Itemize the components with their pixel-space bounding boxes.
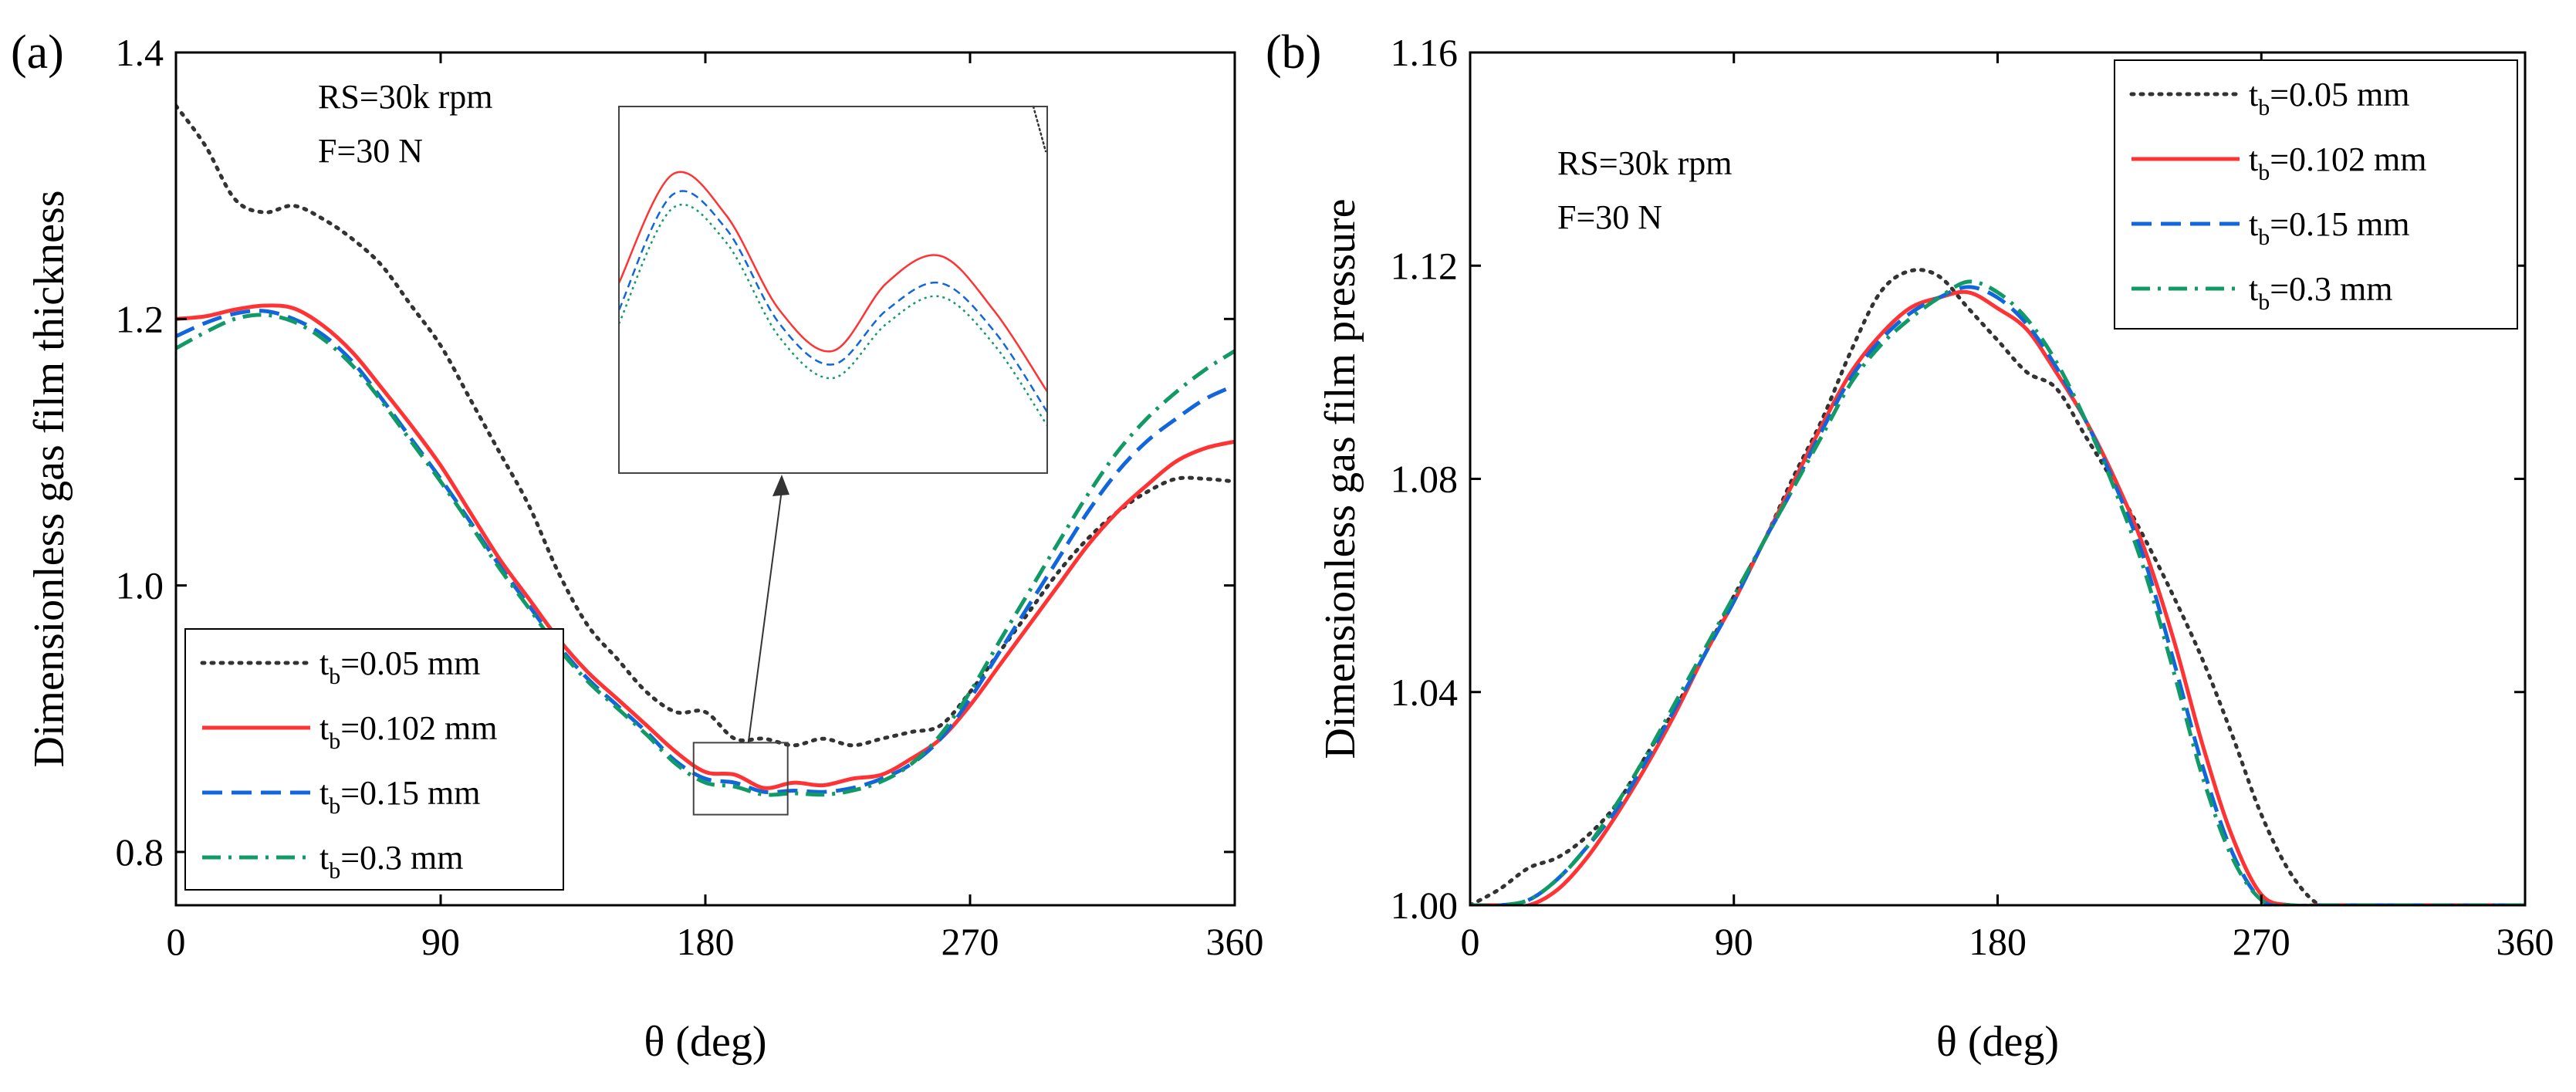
y-tick-label: 1.04 xyxy=(1391,671,1459,714)
legend-label: tb=0.3 mm xyxy=(319,839,464,884)
legend-label: tb=0.3 mm xyxy=(2249,270,2393,315)
legend-label-rest: =0.15 mm xyxy=(2270,205,2409,243)
zoom-arrow-line xyxy=(747,489,783,743)
x-tick-label: 360 xyxy=(1206,920,1264,963)
legend-label-sub: b xyxy=(2258,95,2270,120)
panel-label: (b) xyxy=(1266,26,1321,79)
x-tick-label: 90 xyxy=(1715,920,1753,963)
x-tick-label: 270 xyxy=(2233,920,2290,963)
series-line-dotted xyxy=(176,103,1235,748)
annotation-force: F=30 N xyxy=(318,132,423,170)
x-axis-title: θ (deg) xyxy=(644,1018,767,1066)
series-line-solid xyxy=(1470,289,2525,905)
y-tick-label: 1.2 xyxy=(116,297,164,340)
legend-label-sub: b xyxy=(329,858,340,884)
y-axis-title: Dimensionless gas film pressure xyxy=(1317,198,1364,759)
series-line-dashed xyxy=(176,309,1235,795)
legend-box xyxy=(184,628,564,891)
x-tick-label: 360 xyxy=(2497,920,2554,963)
panel-b: (b) 0 90 180 270 360 1.00 1.04 1.08 1.12 1.16 θ (de… xyxy=(1266,26,2554,1066)
legend-label-sub: b xyxy=(329,664,340,689)
legend-label: tb=0.102 mm xyxy=(2249,140,2427,185)
series-line-dashdot xyxy=(176,313,1235,797)
x-tick-label: 270 xyxy=(941,920,999,963)
legend-label-sub: b xyxy=(329,793,340,819)
legend-label-rest: =0.05 mm xyxy=(2270,76,2409,113)
annotation-rs: RS=30k rpm xyxy=(1557,144,1733,182)
legend-label-sub: b xyxy=(2258,160,2270,185)
series-line-dashdot xyxy=(1470,279,2525,905)
inset-line-dotted xyxy=(1032,105,1047,153)
annotation-rs: RS=30k rpm xyxy=(318,78,493,116)
y-tick-label: 0.8 xyxy=(116,830,164,874)
zoom-source-box xyxy=(692,742,789,816)
x-tick-label: 0 xyxy=(1461,920,1480,963)
x-tick-label: 0 xyxy=(167,920,186,963)
legend-label: tb=0.05 mm xyxy=(319,644,481,689)
inset-line-dashed xyxy=(619,190,1047,413)
legend-label-main: t xyxy=(319,839,329,877)
y-tick-label: 1.16 xyxy=(1391,31,1459,74)
legend-label-rest: =0.102 mm xyxy=(2270,140,2426,178)
y-axis-title: Dimensionless gas film thickness xyxy=(25,190,73,767)
panel-label: (a) xyxy=(11,26,64,79)
legend-label-main: t xyxy=(2249,140,2258,178)
annotation-force: F=30 N xyxy=(1557,198,1662,236)
zoom-arrow-head xyxy=(772,475,789,496)
y-tick-label: 1.08 xyxy=(1391,458,1459,501)
legend-box xyxy=(2114,59,2518,330)
inset-frame xyxy=(618,106,1048,474)
series-line-dashed xyxy=(1470,285,2525,905)
panel-a: (a) 0 90 180 270 360 0.8 1.0 1.2 1.4 θ (deg) Dimens… xyxy=(11,26,1264,1066)
y-tick-label: 1.00 xyxy=(1391,884,1459,927)
legend-label-sub: b xyxy=(2258,225,2270,250)
series-line-dotted xyxy=(1470,268,2525,905)
legend-label-main: t xyxy=(319,774,329,812)
legend-label-main: t xyxy=(2249,76,2258,113)
legend-label-main: t xyxy=(319,644,329,682)
legend-label-rest: =0.15 mm xyxy=(340,774,480,812)
legend-label-rest: =0.3 mm xyxy=(340,839,463,877)
x-tick-label: 90 xyxy=(421,920,460,963)
legend-label-rest: =0.3 mm xyxy=(2270,270,2392,308)
legend-label: tb=0.15 mm xyxy=(2249,205,2410,250)
legend-label-rest: =0.05 mm xyxy=(340,644,480,682)
inset-background xyxy=(619,106,1047,473)
series-line-solid xyxy=(176,303,1235,790)
y-tick-label: 1.12 xyxy=(1391,244,1459,287)
legend-label: tb=0.102 mm xyxy=(319,709,498,754)
inset-line-dashdot xyxy=(619,203,1047,427)
x-tick-label: 180 xyxy=(677,920,735,963)
y-tick-label: 1.0 xyxy=(116,564,164,607)
x-tick-label: 180 xyxy=(1969,920,2027,963)
legend-label-sub: b xyxy=(329,729,340,754)
x-axis-title: θ (deg) xyxy=(1936,1018,2059,1066)
legend-label-rest: =0.102 mm xyxy=(340,709,497,747)
legend-label: tb=0.05 mm xyxy=(2249,76,2410,120)
inset-line-solid xyxy=(619,171,1047,393)
legend-label: tb=0.15 mm xyxy=(319,774,481,819)
inset-series-group xyxy=(619,171,1047,427)
legend-label-sub: b xyxy=(2258,289,2270,315)
series-group xyxy=(176,103,1235,797)
legend-label-main: t xyxy=(2249,270,2258,308)
legend-label-main: t xyxy=(2249,205,2258,243)
y-tick-label: 1.4 xyxy=(116,31,164,74)
legend-label-main: t xyxy=(319,709,329,747)
series-group xyxy=(1470,268,2525,905)
